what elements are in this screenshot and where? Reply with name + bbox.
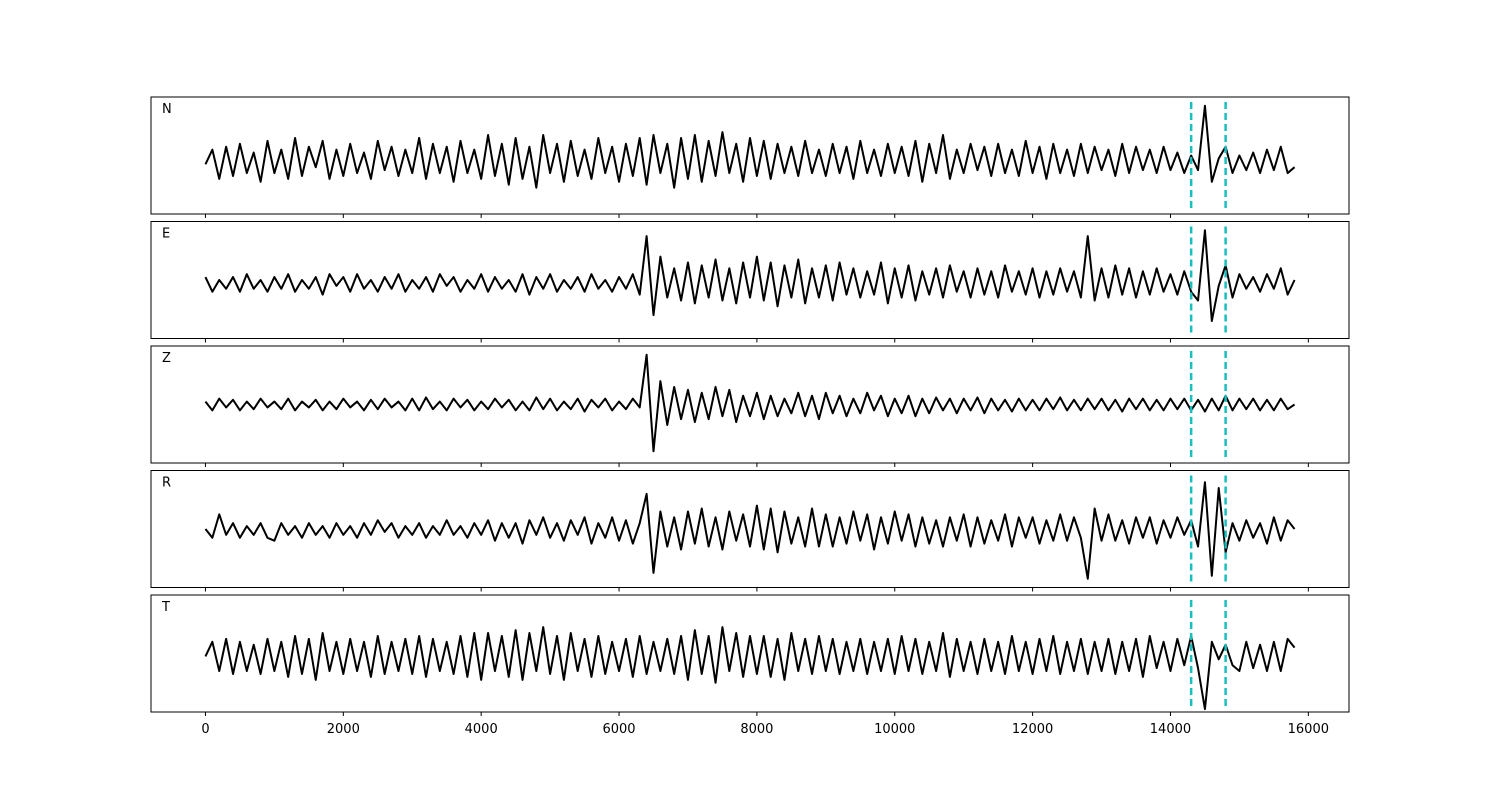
x-tick-label: 2000 xyxy=(327,722,360,737)
panel-frame xyxy=(150,594,1350,713)
panel-label: R xyxy=(162,476,171,491)
x-tick-label: 6000 xyxy=(602,722,635,737)
panel-label: T xyxy=(161,600,170,615)
panel-frame xyxy=(150,221,1350,339)
x-tick-label: 0 xyxy=(201,722,209,737)
x-tick-label: 12000 xyxy=(1012,722,1053,737)
trace xyxy=(204,481,1296,580)
x-tick-label: 16000 xyxy=(1288,722,1329,737)
x-tick-label: 4000 xyxy=(465,722,498,737)
panel-frame xyxy=(150,96,1350,215)
x-tick-label: 10000 xyxy=(874,722,915,737)
panel-label: E xyxy=(162,227,170,242)
panel-frame xyxy=(150,470,1350,588)
trace xyxy=(204,229,1296,322)
panel-frame xyxy=(150,345,1350,464)
panel-label: N xyxy=(162,102,172,117)
trace xyxy=(204,626,1296,711)
trace xyxy=(204,104,1296,189)
trace xyxy=(204,353,1296,453)
x-tick-label: 14000 xyxy=(1150,722,1191,737)
x-tick-label: 8000 xyxy=(740,722,773,737)
panel-label: Z xyxy=(162,351,171,366)
